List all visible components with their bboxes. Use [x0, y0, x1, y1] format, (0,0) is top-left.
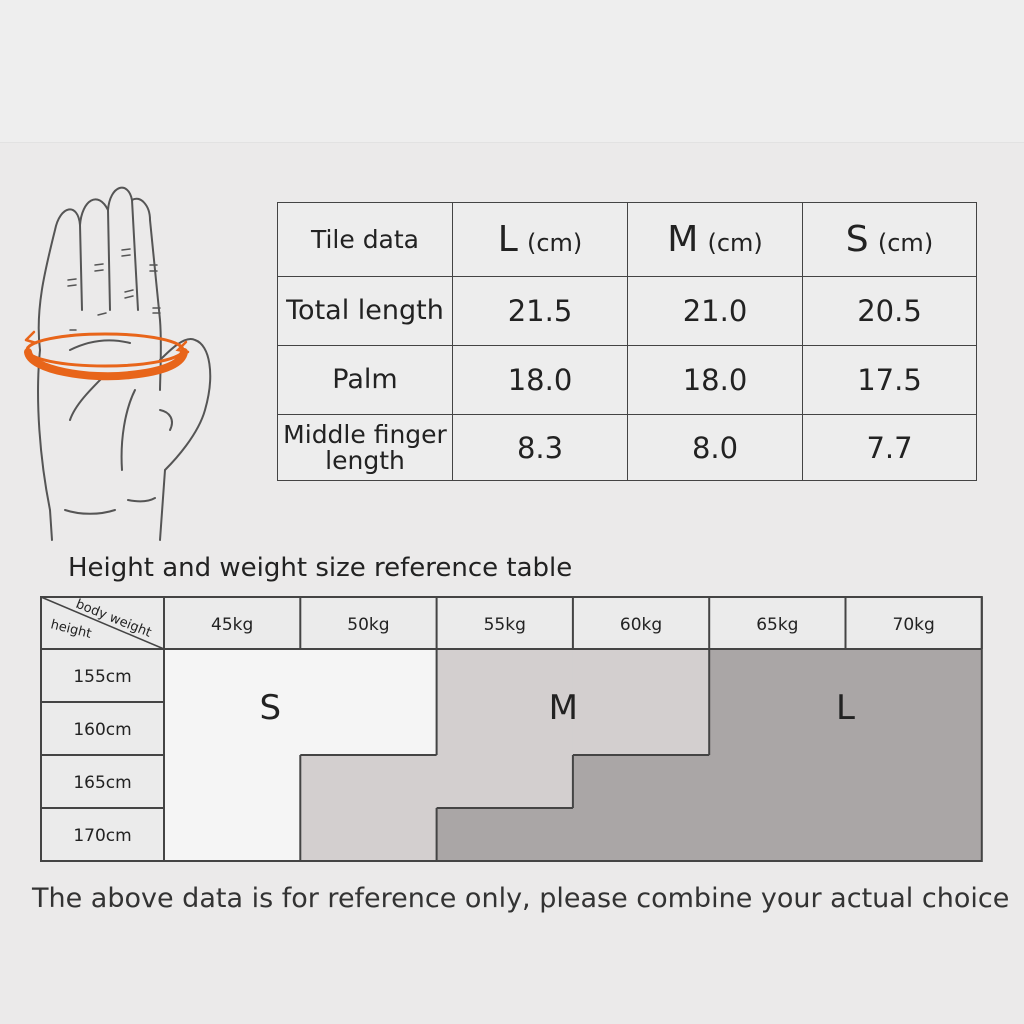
- height-label: 155cm: [73, 667, 131, 687]
- row-label: Total length: [277, 276, 453, 346]
- cell-value: 8.0: [627, 414, 803, 481]
- top-band: [0, 0, 1024, 143]
- size-cell-S: [300, 702, 438, 756]
- size-cell-M: [572, 702, 710, 756]
- grid-border: [40, 596, 983, 862]
- size-cell-L: [709, 702, 847, 756]
- size-label-L: L: [836, 688, 855, 728]
- header-label: Tile data: [277, 202, 453, 277]
- cell-value: 7.7: [802, 414, 977, 481]
- size-cell-L: [709, 649, 847, 703]
- height-label: 160cm: [73, 720, 131, 740]
- weight-header: 50kg: [347, 615, 389, 635]
- weight-header: 45kg: [211, 615, 253, 635]
- size-cell-M: [436, 649, 574, 703]
- size-cell-M: [300, 755, 438, 809]
- size-cell-M: [572, 649, 710, 703]
- size-cell-L: [709, 755, 847, 809]
- weight-header: 70kg: [893, 615, 935, 635]
- cell-value: 21.5: [452, 276, 628, 346]
- size-cell-S: [164, 808, 301, 862]
- size-label-M: M: [549, 688, 578, 728]
- size-cell-M: [300, 808, 438, 862]
- table-row: Total length 21.5 21.0 20.5: [277, 276, 977, 346]
- size-cell-L: [572, 808, 710, 862]
- size-label-S: S: [260, 688, 282, 728]
- weight-header: 65kg: [756, 615, 798, 635]
- cell-value: 8.3: [452, 414, 628, 481]
- size-cell-L: [845, 702, 983, 756]
- height-label: 170cm: [73, 826, 131, 846]
- cell-value: 20.5: [802, 276, 977, 346]
- cell-value: 21.0: [627, 276, 803, 346]
- size-reference-title: Height and weight size reference table: [68, 553, 573, 583]
- height-label: 165cm: [73, 773, 131, 793]
- glove-dimensions-table: Tile data L (cm) M (cm) S (cm) Total len…: [277, 202, 977, 481]
- header-size-m: M (cm): [627, 202, 803, 277]
- size-cell-S: [300, 649, 438, 703]
- cell-value: 17.5: [802, 345, 977, 415]
- size-cell-L: [572, 755, 710, 809]
- corner-diagonal: [40, 596, 165, 650]
- size-cell-L: [845, 808, 983, 862]
- row-label: Middle finger length: [277, 414, 453, 481]
- header-background: [41, 597, 982, 649]
- size-cell-M: [436, 702, 574, 756]
- hand-measure-illustration: [24, 186, 212, 541]
- size-cell-S: [164, 755, 301, 809]
- size-cell-L: [709, 808, 847, 862]
- cell-value: 18.0: [452, 345, 628, 415]
- reference-note: The above data is for reference only, pl…: [32, 883, 1010, 914]
- size-cell-S: [164, 702, 301, 756]
- size-cell-L: [845, 755, 983, 809]
- size-cell-M: [436, 755, 574, 809]
- size-cell-L: [845, 649, 983, 703]
- size-cell-S: [164, 649, 301, 703]
- header-size-s: S (cm): [802, 202, 977, 277]
- table-row: Middle finger length 8.3 8.0 7.7: [277, 414, 977, 481]
- weight-header: 55kg: [484, 615, 526, 635]
- size-cell-L: [436, 808, 574, 862]
- weight-header: 60kg: [620, 615, 662, 635]
